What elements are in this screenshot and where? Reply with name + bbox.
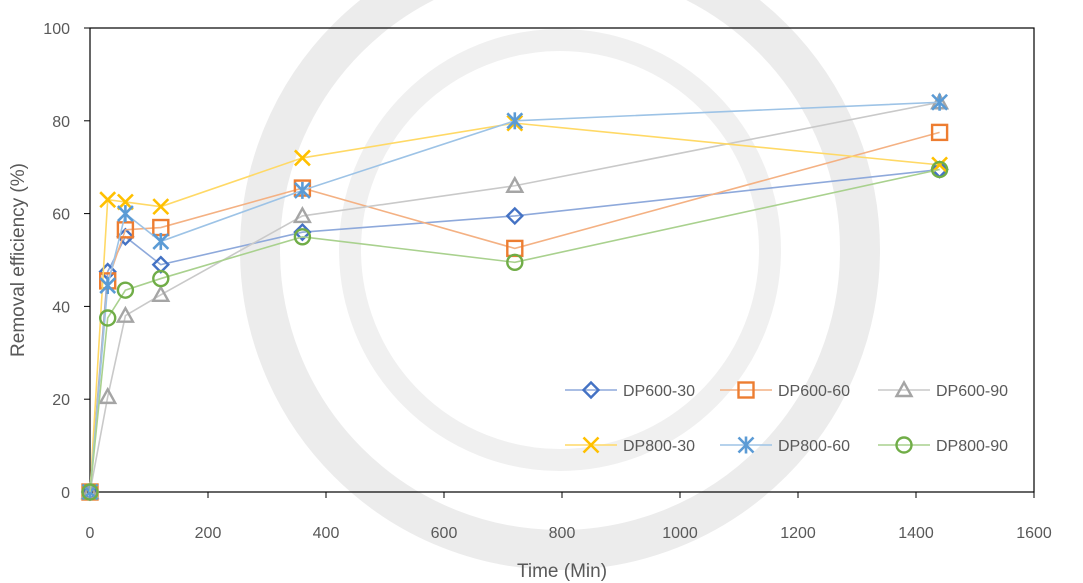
- data-point: [81, 483, 99, 501]
- series-dp800-90: [81, 160, 949, 501]
- legend-marker: [581, 380, 601, 400]
- data-point: [152, 232, 170, 250]
- x-tick-label: 400: [313, 525, 340, 542]
- y-tick-label: 0: [61, 485, 70, 502]
- data-point: [292, 205, 312, 224]
- x-tick-label: 1000: [662, 525, 698, 542]
- x-tick-label: 1400: [898, 525, 934, 542]
- data-point: [98, 309, 117, 327]
- legend-label: DP600-30: [623, 383, 695, 400]
- data-point: [293, 222, 312, 242]
- data-point: [151, 284, 171, 302]
- y-tick-label: 60: [52, 207, 70, 224]
- data-point: [99, 191, 117, 209]
- data-point: [293, 228, 312, 246]
- x-tick-label: 1200: [780, 525, 816, 542]
- x-tick-label: 200: [195, 525, 222, 542]
- x-tick-label: 0: [86, 525, 95, 542]
- data-point: [930, 160, 949, 179]
- legend-label: DP600-90: [936, 383, 1008, 400]
- x-tick-label: 600: [431, 525, 458, 542]
- legend-item-dp800-90: DP800-90: [878, 436, 1008, 455]
- x-tick-label: 800: [549, 525, 576, 542]
- x-axis-title: Time (Min): [517, 561, 607, 582]
- legend-marker: [894, 380, 914, 398]
- legend-item-dp600-30: DP600-30: [565, 380, 695, 400]
- data-point: [116, 281, 135, 299]
- x-tick-label: 1600: [1016, 525, 1052, 542]
- series-line: [89, 101, 940, 493]
- legend-label: DP600-60: [778, 383, 850, 400]
- series-dp600-90: [80, 92, 950, 500]
- data-point: [115, 305, 135, 323]
- series-line: [89, 168, 940, 493]
- legend-label: DP800-90: [936, 438, 1008, 455]
- data-point: [931, 93, 949, 111]
- data-point: [293, 149, 311, 167]
- plot-area: [89, 27, 1035, 493]
- data-point: [99, 277, 117, 295]
- legend-item-dp600-60: DP600-60: [720, 381, 850, 400]
- y-tick-label: 80: [52, 114, 70, 131]
- legend-marker: [895, 436, 913, 454]
- data-point: [116, 205, 134, 223]
- legend-item-dp800-60: DP800-60: [720, 436, 850, 455]
- series-line: [89, 168, 940, 493]
- legend-label: DP800-30: [623, 438, 695, 455]
- data-point: [152, 198, 170, 216]
- legend-marker: [737, 436, 755, 454]
- data-point: [506, 253, 524, 272]
- data-point: [930, 123, 949, 142]
- y-tick-label: 40: [52, 299, 70, 316]
- legend-item-dp800-30: DP800-30: [565, 436, 695, 455]
- data-point: [98, 386, 118, 405]
- data-point: [116, 221, 135, 239]
- legend-label: DP800-60: [778, 438, 850, 455]
- data-point: [152, 269, 170, 288]
- data-point: [293, 181, 311, 199]
- y-tick-label: 20: [52, 392, 70, 409]
- watermark-seal: [240, 0, 880, 570]
- legend-marker: [737, 381, 755, 399]
- y-axis-title: Removal efficiency (%): [8, 163, 29, 357]
- legend-item-dp600-90: DP600-90: [878, 380, 1008, 400]
- y-tick-label: 100: [43, 21, 70, 38]
- data-point: [505, 175, 525, 193]
- legend-marker: [582, 436, 600, 454]
- data-point: [505, 206, 524, 226]
- data-point: [506, 112, 524, 130]
